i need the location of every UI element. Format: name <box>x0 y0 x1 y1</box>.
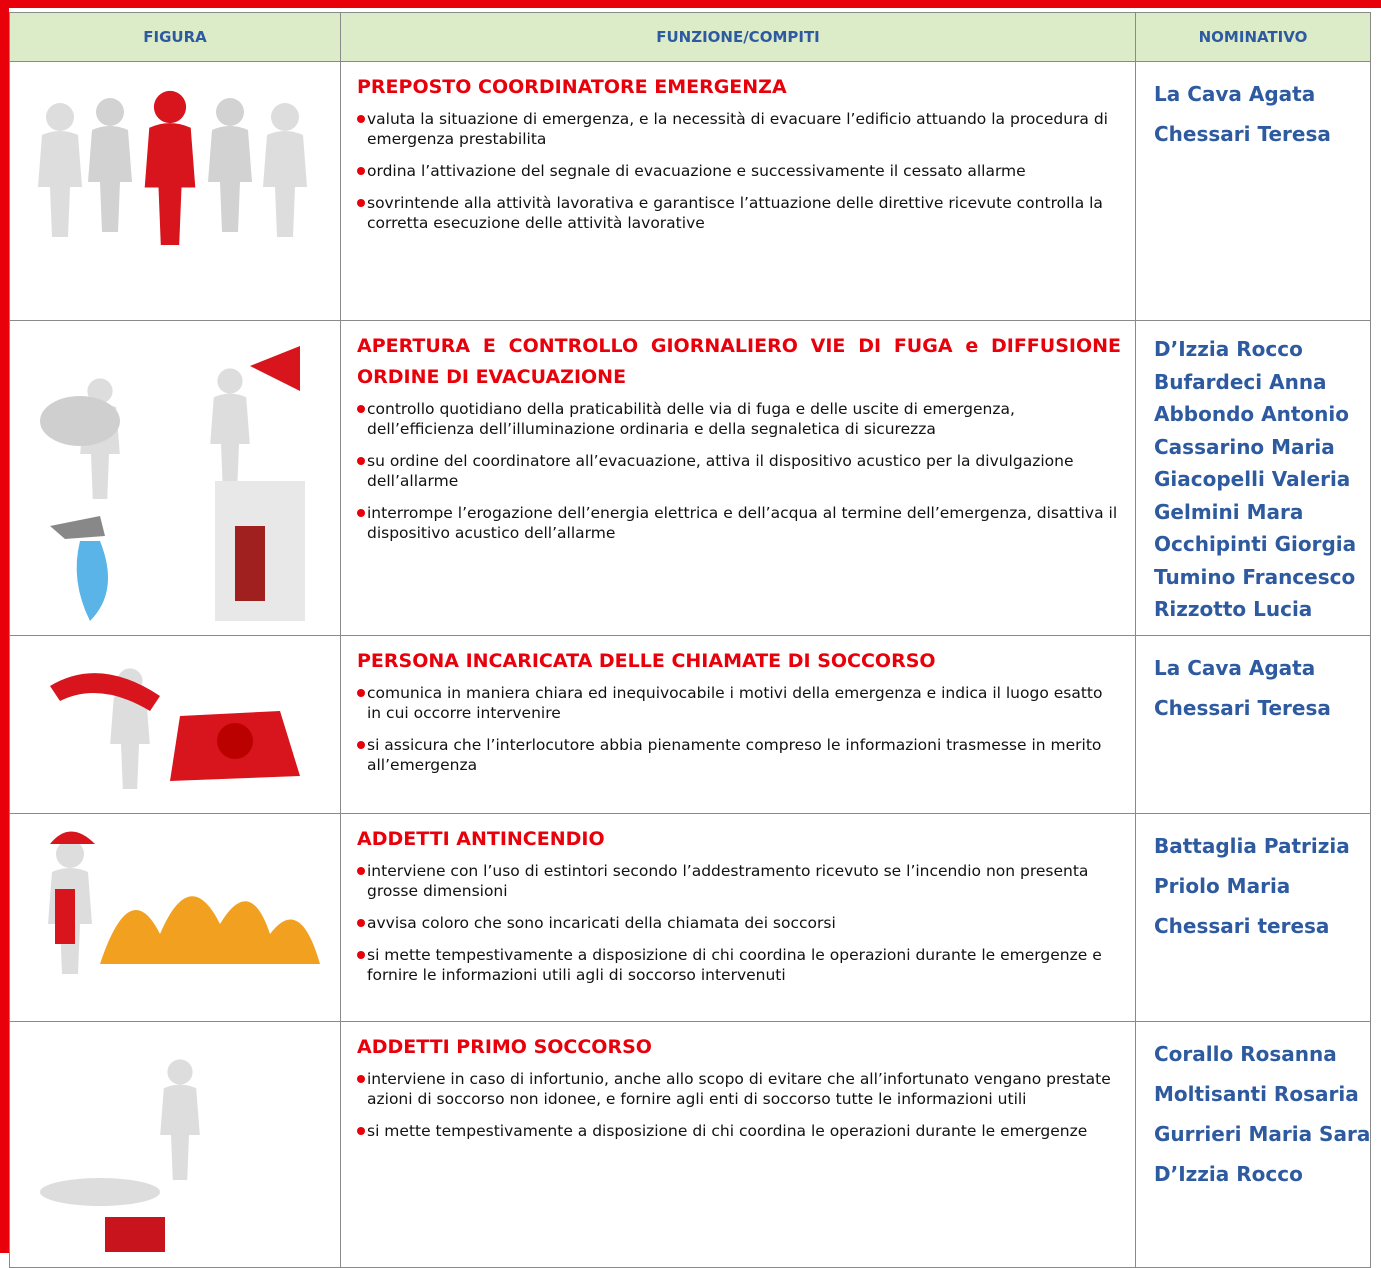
task-item: su ordine del coordinatore all’evacuazio… <box>357 451 1121 491</box>
names-cell: D’Izzia Rocco Bufardeci Anna Abbondo Anton… <box>1135 320 1371 636</box>
names-cell: La Cava Agata Chessari Teresa <box>1135 61 1371 321</box>
person-name: Gurrieri Maria Sara <box>1154 1122 1371 1146</box>
person-name: Priolo Maria <box>1154 874 1291 898</box>
figure-illustration <box>50 668 300 789</box>
function-cell: PREPOSTO COORDINATORE EMERGENZA valuta la… <box>340 61 1136 321</box>
person-name: Gelmini Mara <box>1154 499 1304 524</box>
header-row: FIGURA FUNZIONE/COMPITI NOMINATIVO <box>9 12 1371 62</box>
task-item: avvisa coloro che sono incaricati della … <box>357 913 1121 933</box>
person-name: Cassarino Maria <box>1154 434 1335 459</box>
function-cell: APERTURA E CONTROLLO GIORNALIERO VIE DI … <box>340 320 1136 636</box>
figure-illustration <box>48 831 320 974</box>
role-table: FIGURA FUNZIONE/COMPITI NOMINATIVO PREPO… <box>9 12 1371 1268</box>
names-cell: Battaglia Patrizia Priolo Maria Chessari t… <box>1135 813 1371 1022</box>
names-cell: La Cava Agata Chessari Teresa <box>1135 635 1371 814</box>
figure-cell <box>9 61 341 321</box>
person-name: Battaglia Patrizia <box>1154 834 1350 858</box>
role-title: PERSONA INCARICATA DELLE CHIAMATE DI SOC… <box>357 650 936 672</box>
task-item: interviene in caso di infortunio, anche … <box>357 1069 1121 1109</box>
red-border <box>0 0 9 1253</box>
table-body: PREPOSTO COORDINATORE EMERGENZA valuta la… <box>9 61 1371 1268</box>
table-row: PERSONA INCARICATA DELLE CHIAMATE DI SOC… <box>9 635 1371 814</box>
person-name: Rizzotto Lucia <box>1154 597 1313 621</box>
task-item: sovrintende alla attività lavorativa e g… <box>357 193 1121 233</box>
person-name: Occhipinti Giorgia <box>1154 532 1357 556</box>
task-item: si assicura che l’interlocutore abbia pi… <box>357 735 1121 775</box>
person-name: Abbondo Antonio <box>1154 402 1349 426</box>
task-item: si mette tempestivamente a disposizione … <box>357 1121 1121 1141</box>
person-name: La Cava Agata <box>1154 656 1316 680</box>
figure-illustration <box>40 1059 200 1252</box>
role-title: ADDETTI ANTINCENDIO <box>357 828 605 850</box>
header-cell: NOMINATIVO <box>1135 12 1371 62</box>
header-cell: FUNZIONE/COMPITI <box>340 12 1136 62</box>
table-row: PREPOSTO COORDINATORE EMERGENZA valuta la… <box>9 61 1371 321</box>
person-name: D’Izzia Rocco <box>1154 1162 1303 1186</box>
task-item: interviene con l’uso di estintori second… <box>357 861 1121 901</box>
function-cell: PERSONA INCARICATA DELLE CHIAMATE DI SOC… <box>340 635 1136 814</box>
person-name: Chessari Teresa <box>1154 696 1331 720</box>
person-name: Bufardeci Anna <box>1154 369 1327 394</box>
person-name: Moltisanti Rosaria <box>1154 1082 1359 1106</box>
figure-cell <box>9 635 341 814</box>
person-name: Tumino Francesco <box>1154 564 1356 589</box>
task-item: controllo quotidiano della praticabilità… <box>357 399 1121 439</box>
figure-cell <box>9 813 341 1022</box>
function-cell: ADDETTI ANTINCENDIO interviene con l’uso … <box>340 813 1136 1022</box>
task-item: ordina l’attivazione del segnale di evac… <box>357 161 1121 181</box>
table-row: APERTURA E CONTROLLO GIORNALIERO VIE DI … <box>9 320 1371 636</box>
figure-illustration <box>40 346 305 621</box>
task-item: valuta la situazione di emergenza, e la … <box>357 109 1121 149</box>
table-row: ADDETTI PRIMO SOCCORSO interviene in caso… <box>9 1021 1371 1268</box>
figure-illustration <box>38 90 307 245</box>
role-title: PREPOSTO COORDINATORE EMERGENZA <box>357 76 787 98</box>
task-item: si mette tempestivamente a disposizione … <box>357 945 1121 985</box>
figure-cell <box>9 1021 341 1268</box>
person-name: D’Izzia Rocco <box>1154 337 1303 361</box>
person-name: Chessari teresa <box>1154 914 1330 938</box>
person-name: Corallo Rosanna <box>1154 1042 1337 1066</box>
person-name: Chessari Teresa <box>1154 122 1331 146</box>
task-item: interrompe l’erogazione dell’energia ele… <box>357 503 1121 543</box>
header-cell: FIGURA <box>9 12 341 62</box>
person-name: La Cava Agata <box>1154 82 1316 106</box>
red-border <box>0 0 1381 8</box>
figure-cell <box>9 320 341 636</box>
role-title: ADDETTI PRIMO SOCCORSO <box>357 1036 652 1058</box>
table-row: ADDETTI ANTINCENDIO interviene con l’uso … <box>9 813 1371 1022</box>
role-title: APERTURA E CONTROLLO GIORNALIERO VIE DI … <box>357 335 1121 388</box>
person-name: Giacopelli Valeria <box>1154 467 1351 491</box>
names-cell: Corallo Rosanna Moltisanti Rosaria Gurrier… <box>1135 1021 1371 1268</box>
function-cell: ADDETTI PRIMO SOCCORSO interviene in caso… <box>340 1021 1136 1268</box>
task-item: comunica in maniera chiara ed inequivoca… <box>357 683 1121 723</box>
